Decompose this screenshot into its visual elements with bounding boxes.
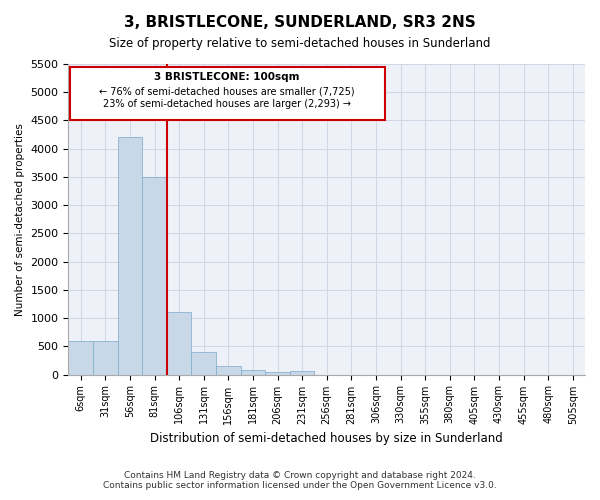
Y-axis label: Number of semi-detached properties: Number of semi-detached properties [15,123,25,316]
FancyBboxPatch shape [70,67,385,120]
Bar [216,366,241,374]
Text: 3, BRISTLECONE, SUNDERLAND, SR3 2NS: 3, BRISTLECONE, SUNDERLAND, SR3 2NS [124,15,476,30]
Bar [118,138,142,374]
Bar [93,340,118,374]
Bar [241,370,265,374]
Text: Size of property relative to semi-detached houses in Sunderland: Size of property relative to semi-detach… [109,38,491,51]
Text: ← 76% of semi-detached houses are smaller (7,725): ← 76% of semi-detached houses are smalle… [99,86,355,97]
Text: 23% of semi-detached houses are larger (2,293) →: 23% of semi-detached houses are larger (… [103,99,351,109]
Bar [167,312,191,374]
Bar [142,177,167,374]
Bar [68,340,93,374]
Bar [191,352,216,374]
Text: 3 BRISTLECONE: 100sqm: 3 BRISTLECONE: 100sqm [154,72,300,83]
Text: Contains HM Land Registry data © Crown copyright and database right 2024.
Contai: Contains HM Land Registry data © Crown c… [103,470,497,490]
Bar [265,372,290,374]
Bar [290,371,314,374]
X-axis label: Distribution of semi-detached houses by size in Sunderland: Distribution of semi-detached houses by … [151,432,503,445]
